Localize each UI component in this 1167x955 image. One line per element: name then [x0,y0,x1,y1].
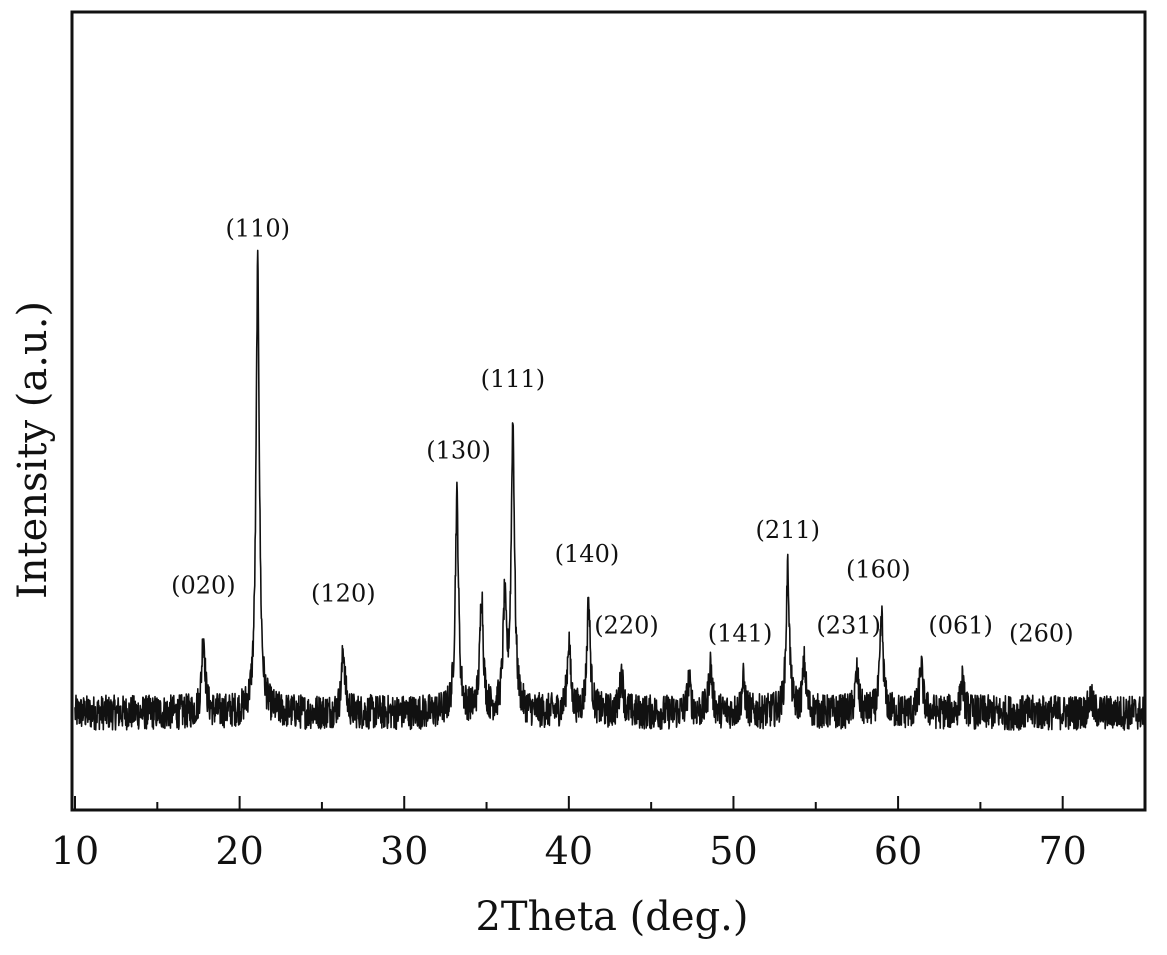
peak-label: (141) [708,619,773,647]
peak-label: (220) [594,611,659,639]
x-tick-label: 40 [545,829,593,873]
x-axis-label: 2Theta (deg.) [475,894,748,940]
peak-label: (061) [928,611,993,639]
peak-label: (160) [846,556,911,584]
peak-label: (111) [481,365,546,393]
x-axis-tick-labels: 10 20 30 40 50 60 70 [51,829,1087,873]
plot-frame [70,10,1147,812]
peak-label: (130) [426,437,491,465]
peak-label: (110) [225,214,290,242]
peak-label: (140) [555,540,620,568]
peak-annotations: (020) (110) (120) (130) (111) (140) (220) (141)… [171,214,1073,647]
x-tick-label: 30 [380,829,428,873]
x-tick-label: 10 [51,829,99,873]
peak-label: (231) [816,611,881,639]
peak-label: (260) [1009,619,1074,647]
peak-label: (211) [756,516,821,544]
diffraction-pattern-line [74,249,1146,731]
x-tick-label: 20 [215,829,263,873]
x-tick-label: 70 [1039,829,1087,873]
peak-label: (020) [171,572,236,600]
peak-label: (120) [311,580,376,608]
x-tick-label: 50 [709,829,757,873]
y-axis-label: Intensity (a.u.) [10,301,56,599]
x-axis-ticks [74,796,1146,810]
x-tick-label: 60 [874,829,922,873]
